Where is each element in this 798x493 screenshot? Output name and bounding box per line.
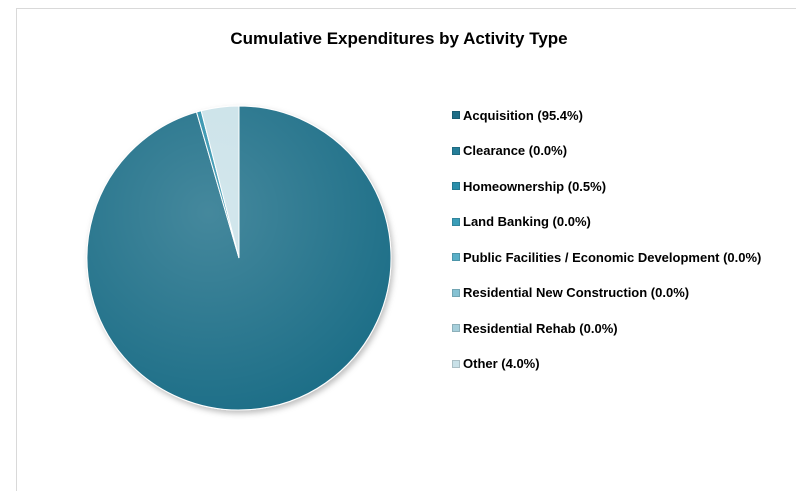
legend-swatch-6 bbox=[452, 324, 460, 332]
legend-swatch-3 bbox=[452, 217, 460, 226]
legend-swatch-5 bbox=[452, 288, 460, 297]
legend-item-6: Residential Rehab (0.0%) bbox=[452, 319, 618, 337]
legend-item-4: Public Facilities / Economic Development… bbox=[452, 248, 761, 266]
chart-frame bbox=[16, 8, 796, 491]
legend-item-3: Land Banking (0.0%) bbox=[452, 213, 591, 231]
legend-label-1: Clearance (0.0%) bbox=[463, 143, 568, 158]
legend-item-1: Clearance (0.0%) bbox=[452, 142, 567, 160]
legend-item-2: Homeownership (0.5%) bbox=[452, 177, 606, 195]
chart-title: Cumulative Expenditures by Activity Type bbox=[230, 29, 568, 48]
legend-item-0: Acquisition (95.4%) bbox=[452, 106, 583, 124]
legend-swatch-4 bbox=[452, 253, 460, 261]
legend-item-5: Residential New Construction (0.0%) bbox=[452, 284, 689, 302]
legend-swatch-1 bbox=[452, 146, 460, 155]
legend-label-2: Homeownership (0.5%) bbox=[463, 178, 607, 194]
legend-label-5: Residential New Construction (0.0%) bbox=[463, 285, 690, 300]
legend-swatch-2 bbox=[452, 182, 460, 190]
legend-swatch-7 bbox=[452, 359, 460, 368]
legend-label-0: Acquisition (95.4%) bbox=[463, 107, 583, 123]
legend-label-4: Public Facilities / Economic Development… bbox=[463, 249, 762, 265]
legend-label-3: Land Banking (0.0%) bbox=[463, 214, 591, 229]
legend-label-6: Residential Rehab (0.0%) bbox=[463, 320, 618, 336]
legend-swatch-0 bbox=[452, 111, 460, 119]
legend-item-7: Other (4.0%) bbox=[452, 355, 540, 373]
legend-label-7: Other (4.0%) bbox=[463, 356, 540, 371]
